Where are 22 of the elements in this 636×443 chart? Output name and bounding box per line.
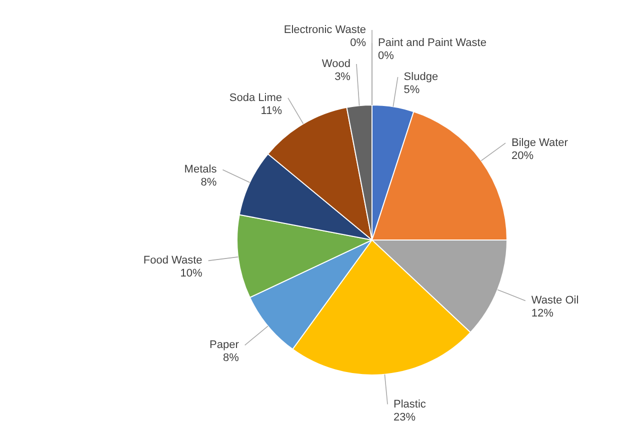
data-label: 8% bbox=[200, 176, 217, 189]
text: 0% bbox=[350, 36, 366, 49]
data-label: 5% bbox=[404, 84, 420, 96]
slice-label: Paper bbox=[210, 339, 240, 352]
slice-label: Waste Oil bbox=[531, 294, 579, 307]
slice-label: Metals bbox=[184, 164, 218, 176]
slice-label: Food Waste bbox=[143, 254, 202, 267]
slice-label: Wood bbox=[322, 58, 350, 70]
data-label: 10% bbox=[180, 268, 203, 280]
data-label: 3% bbox=[334, 70, 351, 83]
data-label: 11% bbox=[260, 104, 282, 117]
slice-label: Sludge bbox=[404, 71, 438, 84]
slice-label: Plastic bbox=[394, 398, 426, 410]
data-label: 12% bbox=[531, 308, 554, 320]
text: 0% bbox=[378, 50, 394, 62]
category-label: Electronic Waste bbox=[284, 24, 366, 36]
category-label: Paint and Paint Waste bbox=[378, 37, 486, 50]
data-label: 23% bbox=[394, 411, 416, 424]
data-label: 20% bbox=[511, 150, 534, 162]
slice-label: Soda Lime bbox=[229, 92, 282, 104]
data-label: 8% bbox=[222, 352, 240, 364]
slice-label: Bilge Water bbox=[511, 137, 568, 150]
